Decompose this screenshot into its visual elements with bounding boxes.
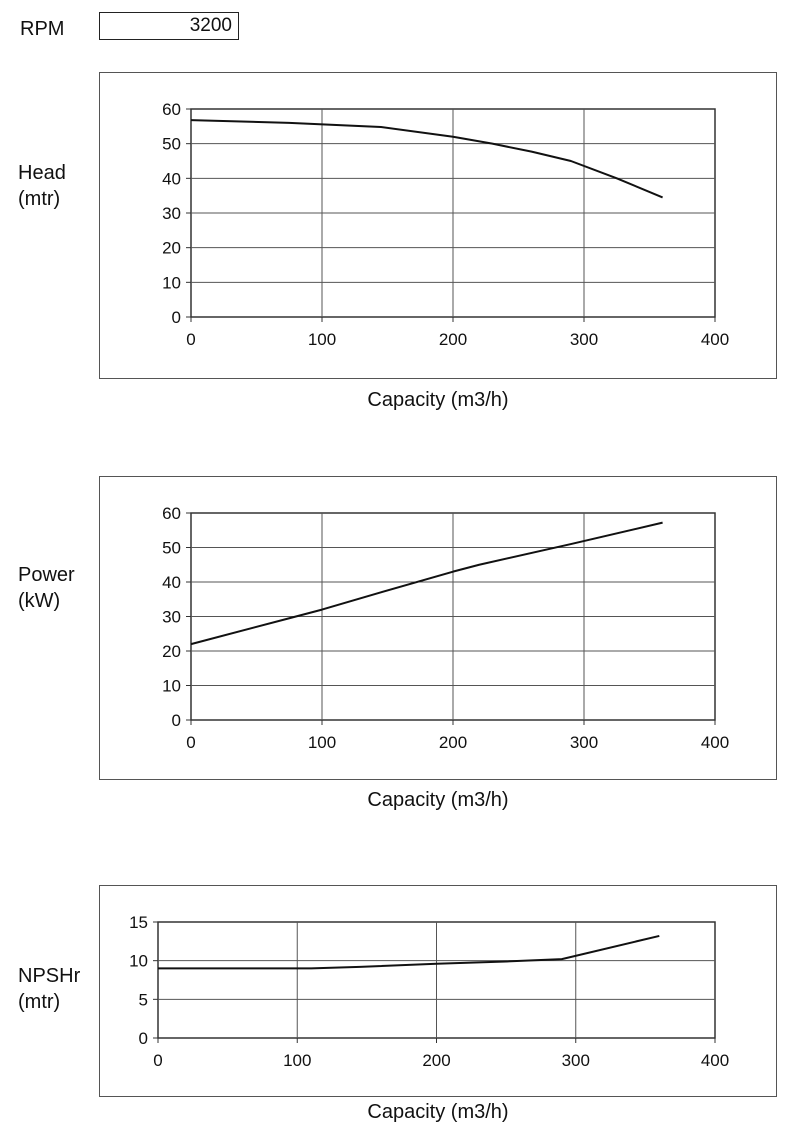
x-tick-label: 200 bbox=[439, 330, 467, 349]
y-tick-label: 5 bbox=[139, 990, 148, 1009]
head-xlabel: Capacity (m3/h) bbox=[367, 389, 509, 411]
power-xlabel: Capacity (m3/h) bbox=[367, 789, 509, 811]
x-tick-label: 400 bbox=[701, 330, 729, 349]
rpm-value-field[interactable]: 3200 bbox=[99, 12, 239, 40]
series-line-power bbox=[190, 521, 663, 646]
x-tick-label: 100 bbox=[308, 330, 336, 349]
power-chart: 0 10 20 30 40 50 60 0 100 200 300 400 bbox=[162, 504, 729, 752]
rpm-label: RPM bbox=[20, 18, 65, 40]
y-tick-label: 15 bbox=[129, 913, 148, 932]
y-tick-label: 50 bbox=[162, 135, 181, 154]
head-chart: 0 10 20 30 40 50 60 0 100 200 300 400 bbox=[162, 100, 729, 349]
y-tick-label: 10 bbox=[129, 952, 148, 971]
npshr-ylabel-line1: NPSHr bbox=[18, 965, 81, 987]
series-line-head bbox=[190, 119, 663, 199]
y-tick-label: 50 bbox=[162, 539, 181, 558]
npshr-ylabel-line2: (mtr) bbox=[18, 991, 61, 1013]
head-ylabel-line2: (mtr) bbox=[18, 188, 61, 210]
power-chart-frame: 0 10 20 30 40 50 60 0 100 200 300 400 bbox=[99, 476, 777, 780]
x-tick-label: 300 bbox=[562, 1051, 590, 1070]
y-tick-label: 60 bbox=[162, 504, 181, 523]
head-ylabel-line1: Head bbox=[18, 162, 66, 184]
x-tick-label: 100 bbox=[283, 1051, 311, 1070]
head-ylabel: Head (mtr) bbox=[18, 160, 66, 212]
y-tick-label: 60 bbox=[162, 100, 181, 119]
x-tick-label: 0 bbox=[186, 733, 195, 752]
y-tick-label: 10 bbox=[162, 677, 181, 696]
power-ylabel-line2: (kW) bbox=[18, 590, 61, 612]
series-line-npshr bbox=[158, 934, 660, 970]
x-tick-label: 100 bbox=[308, 733, 336, 752]
x-tick-label: 200 bbox=[422, 1051, 450, 1070]
y-tick-label: 10 bbox=[162, 273, 181, 292]
npshr-xlabel: Capacity (m3/h) bbox=[367, 1101, 509, 1123]
npshr-chart-frame: 0 5 10 15 0 100 200 300 400 bbox=[99, 885, 777, 1097]
x-tick-label: 300 bbox=[570, 733, 598, 752]
power-ylabel: Power (kW) bbox=[18, 562, 75, 614]
npshr-ylabel: NPSHr (mtr) bbox=[18, 963, 80, 1015]
y-tick-label: 40 bbox=[162, 169, 181, 188]
head-chart-frame: 0 10 20 30 40 50 60 0 100 200 300 400 bbox=[99, 72, 777, 379]
x-tick-label: 400 bbox=[701, 733, 729, 752]
x-tick-label: 400 bbox=[701, 1051, 729, 1070]
x-tick-label: 300 bbox=[570, 330, 598, 349]
y-tick-label: 20 bbox=[162, 642, 181, 661]
y-tick-label: 40 bbox=[162, 573, 181, 592]
y-tick-label: 30 bbox=[162, 608, 181, 627]
x-tick-label: 0 bbox=[153, 1051, 162, 1070]
y-tick-label: 30 bbox=[162, 204, 181, 223]
y-tick-label: 0 bbox=[172, 308, 181, 327]
y-tick-label: 0 bbox=[139, 1029, 148, 1048]
x-tick-label: 0 bbox=[186, 330, 195, 349]
npshr-chart: 0 5 10 15 0 100 200 300 400 bbox=[129, 913, 729, 1070]
x-tick-label: 200 bbox=[439, 733, 467, 752]
power-ylabel-line1: Power bbox=[18, 564, 75, 586]
y-tick-label: 0 bbox=[172, 711, 181, 730]
y-tick-label: 20 bbox=[162, 239, 181, 258]
